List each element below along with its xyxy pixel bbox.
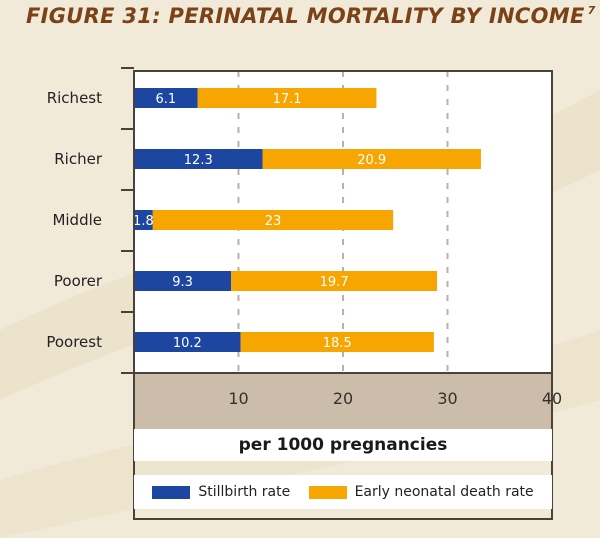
- legend-item-stillbirth: Stillbirth rate: [152, 484, 290, 500]
- legend: Stillbirth rate Early neonatal death rat…: [134, 475, 552, 509]
- x-tick-label: 10: [228, 389, 248, 408]
- bar-stillbirth-poorest: [134, 332, 241, 352]
- bar-neonatal-richest: [197, 88, 377, 108]
- data-label: 9.3: [172, 275, 193, 290]
- chart-frame: [133, 70, 553, 520]
- category-label: Richer: [54, 150, 103, 168]
- legend-item-neonatal: Early neonatal death rate: [308, 484, 534, 500]
- title-reference: 7: [587, 4, 596, 17]
- data-label: 17.1: [273, 92, 302, 107]
- category-label: Poorest: [46, 333, 102, 351]
- axis-band: [134, 373, 552, 429]
- figure-title: FIGURE 31: PERINATAL MORTALITY BY INCOME…: [26, 4, 596, 28]
- data-label: 1.8: [133, 214, 154, 229]
- category-labels: Richest Richer Middle Poorer Poorest: [46, 67, 134, 374]
- legend-label-neonatal: Early neonatal death rate: [354, 484, 534, 500]
- bar-stillbirth-poorer: [134, 271, 232, 291]
- x-axis-title: per 1000 pregnancies: [134, 429, 552, 461]
- legend-swatch-stillbirth: [152, 485, 191, 499]
- data-label: 6.1: [156, 92, 177, 107]
- legend-label-stillbirth: Stillbirth rate: [198, 484, 291, 500]
- bar-stillbirth-richer: [134, 149, 263, 169]
- bar-stillbirth-richest: [134, 88, 198, 108]
- x-tick-label: 30: [437, 389, 457, 408]
- bars: 6.1 17.1 12.3 20.9 1.8 23 9.3 19.7 10.2 18.5: [133, 88, 481, 352]
- category-label: Middle: [52, 211, 102, 229]
- data-label: 23: [265, 214, 282, 229]
- legend-swatch-neonatal: [308, 485, 347, 499]
- data-label: 20.9: [357, 153, 386, 168]
- bar-stillbirth-middle: [134, 210, 153, 230]
- data-label: 18.5: [323, 336, 352, 351]
- x-tick-label: 20: [333, 389, 353, 408]
- data-label: 19.7: [320, 275, 349, 290]
- bar-neonatal-richer: [262, 149, 481, 169]
- category-label: Poorer: [54, 272, 103, 290]
- data-label: 10.2: [173, 336, 202, 351]
- bar-neonatal-middle: [152, 210, 394, 230]
- bar-neonatal-poorest: [240, 332, 434, 352]
- bar-neonatal-poorer: [231, 271, 438, 291]
- data-label: 12.3: [184, 153, 213, 168]
- category-label: Richest: [47, 89, 102, 107]
